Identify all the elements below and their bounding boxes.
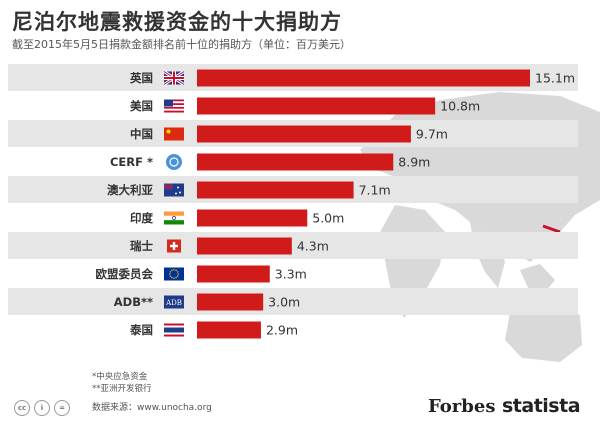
bar bbox=[197, 69, 530, 87]
flag-part bbox=[164, 106, 184, 109]
bar bbox=[197, 237, 292, 255]
value-label: 10.8m bbox=[440, 99, 480, 114]
flag-star bbox=[173, 277, 175, 279]
value-label: 5.0m bbox=[312, 211, 344, 226]
category-label: 瑞士 bbox=[130, 239, 153, 253]
flag-icon bbox=[164, 99, 184, 113]
bar bbox=[197, 321, 261, 339]
category-label: 欧盟委员会 bbox=[96, 267, 154, 281]
category-label: 澳大利亚 bbox=[107, 183, 153, 197]
flag-icon bbox=[167, 239, 181, 253]
flag-star bbox=[175, 276, 177, 279]
value-label: 3.0m bbox=[268, 295, 300, 310]
flag-part bbox=[164, 105, 184, 107]
category-label: 泰国 bbox=[129, 323, 153, 337]
flag-icon bbox=[164, 183, 184, 197]
flag-star bbox=[171, 276, 173, 279]
flag-star bbox=[171, 269, 173, 272]
flag-part bbox=[164, 211, 184, 216]
value-label: 15.1m bbox=[535, 71, 575, 86]
row-stripe bbox=[8, 232, 578, 259]
value-label: 9.7m bbox=[416, 127, 448, 142]
flag-part bbox=[164, 127, 184, 141]
flag-star bbox=[166, 129, 171, 134]
flag-star bbox=[175, 192, 177, 195]
value-label: 4.3m bbox=[297, 239, 329, 254]
flag-part bbox=[164, 108, 184, 111]
flag-star bbox=[173, 269, 175, 271]
bar bbox=[197, 209, 308, 227]
bar bbox=[197, 181, 354, 199]
flag-part bbox=[164, 185, 173, 188]
flag-star bbox=[176, 275, 179, 277]
flag-part bbox=[164, 295, 184, 309]
flag-star bbox=[179, 191, 181, 194]
flag-icon bbox=[163, 70, 185, 86]
flag-part bbox=[164, 323, 184, 326]
flag-icon bbox=[164, 211, 184, 225]
category-label: 中国 bbox=[130, 127, 153, 141]
statista-logo: statista bbox=[502, 395, 581, 417]
flag-star bbox=[169, 271, 172, 273]
value-label: 8.9m bbox=[398, 155, 430, 170]
flag-star bbox=[177, 186, 179, 189]
bar bbox=[197, 153, 394, 171]
flag-part bbox=[166, 154, 182, 170]
adb-logo-text: ADB bbox=[165, 299, 182, 307]
category-label: 美国 bbox=[130, 99, 153, 113]
flag-part bbox=[164, 101, 184, 104]
flag-star bbox=[169, 273, 171, 275]
flag-part bbox=[164, 110, 184, 113]
flag-icon bbox=[164, 127, 184, 141]
flag-part bbox=[164, 99, 173, 107]
flag-icon bbox=[166, 154, 182, 170]
value-label: 2.9m bbox=[266, 323, 298, 338]
category-label: 印度 bbox=[130, 211, 153, 225]
chart-title: 尼泊尔地震救援资金的十大捐助方 bbox=[12, 10, 342, 34]
row-stripe bbox=[8, 288, 578, 315]
cc-icon: cc bbox=[14, 400, 30, 416]
flag-icon: ADB bbox=[164, 295, 184, 309]
flag-part bbox=[164, 77, 184, 79]
flag-icon bbox=[164, 267, 184, 281]
value-label: 7.1m bbox=[359, 183, 391, 198]
category-label: CERF * bbox=[110, 155, 153, 169]
flag-part bbox=[172, 216, 176, 220]
flag-part bbox=[164, 327, 184, 333]
bar bbox=[197, 125, 411, 143]
creative-commons-badges: cc i = bbox=[14, 400, 70, 416]
flag-star bbox=[175, 269, 177, 272]
flag-star bbox=[176, 271, 179, 273]
category-label: ADB** bbox=[114, 295, 153, 309]
flag-part bbox=[170, 244, 178, 248]
flag-part bbox=[164, 215, 184, 221]
flag-star bbox=[177, 273, 179, 275]
flag-part bbox=[164, 99, 184, 102]
flag-part bbox=[164, 103, 184, 106]
flag-star bbox=[169, 275, 172, 277]
footnote-cerf: *中央应急资金 bbox=[92, 372, 148, 382]
footnotes: *中央应急资金 **亚洲开发银行 bbox=[92, 371, 152, 395]
flag-part bbox=[164, 220, 184, 225]
nd-icon: = bbox=[54, 400, 70, 416]
flag-part bbox=[164, 267, 184, 281]
flag-part bbox=[169, 157, 179, 167]
bar bbox=[197, 97, 436, 115]
footnote-adb: **亚洲开发银行 bbox=[92, 384, 152, 394]
value-label: 3.3m bbox=[275, 267, 307, 282]
flag-part bbox=[164, 334, 184, 337]
bar bbox=[197, 265, 270, 283]
flag-icon bbox=[164, 323, 184, 337]
by-icon: i bbox=[34, 400, 50, 416]
chart-subtitle: 截至2015年5月5日捐款金额排名前十位的捐助方（单位：百万美元） bbox=[12, 38, 351, 51]
category-label: 英国 bbox=[129, 71, 153, 85]
source-note: 数据来源：www.unocha.org bbox=[92, 403, 212, 413]
bar bbox=[197, 293, 264, 311]
forbes-logo: Forbes bbox=[428, 396, 496, 417]
